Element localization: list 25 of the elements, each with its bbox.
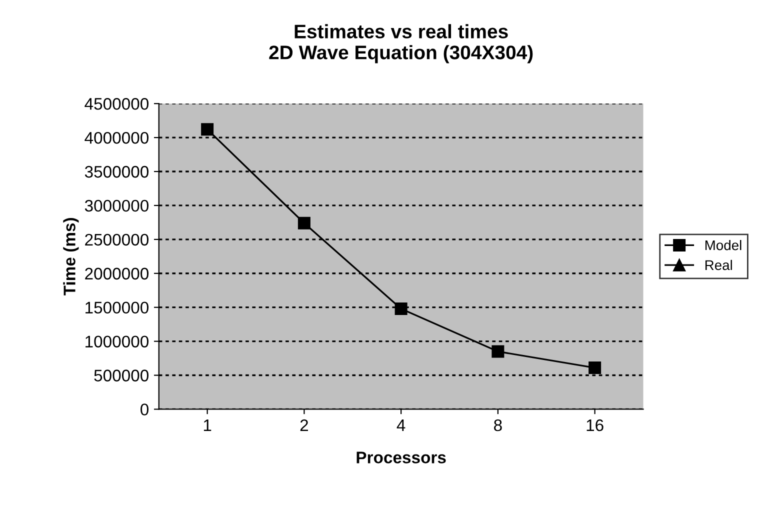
y-tick-label: 1000000: [86, 336, 149, 348]
y-axis-title: Time (ms): [63, 218, 79, 296]
y-tick-label: 3500000: [84, 166, 149, 178]
x-tick-label: 4: [396, 420, 406, 432]
point: [588, 362, 602, 374]
y-tick-label: 2000000: [85, 268, 149, 280]
x-tick-label: 8: [494, 419, 502, 432]
y-tick-label: 4000000: [84, 132, 149, 144]
y-tick-label: 4500000: [84, 98, 149, 110]
x-tick-label: 16: [586, 419, 604, 432]
y-tick-label: 3000000: [84, 200, 149, 212]
point: [492, 345, 504, 358]
legend-label: Real: [705, 260, 732, 270]
point: [201, 123, 214, 136]
x-tick-label: 2: [300, 419, 308, 432]
y-tick-label: 2500000: [85, 234, 149, 246]
chart-title: Estimates vs real times 2D Wave Equation (304X304): [269, 24, 533, 64]
y-tick-label: 500000: [94, 370, 149, 382]
y-tick-label: 0: [140, 404, 148, 416]
x-axis-title: Processors: [356, 452, 446, 464]
x-tick-label: 1: [204, 420, 212, 432]
point: [298, 216, 310, 230]
legend-label: Model: [705, 240, 742, 250]
point: [394, 302, 408, 315]
y-tick-label: 1500000: [86, 302, 149, 314]
